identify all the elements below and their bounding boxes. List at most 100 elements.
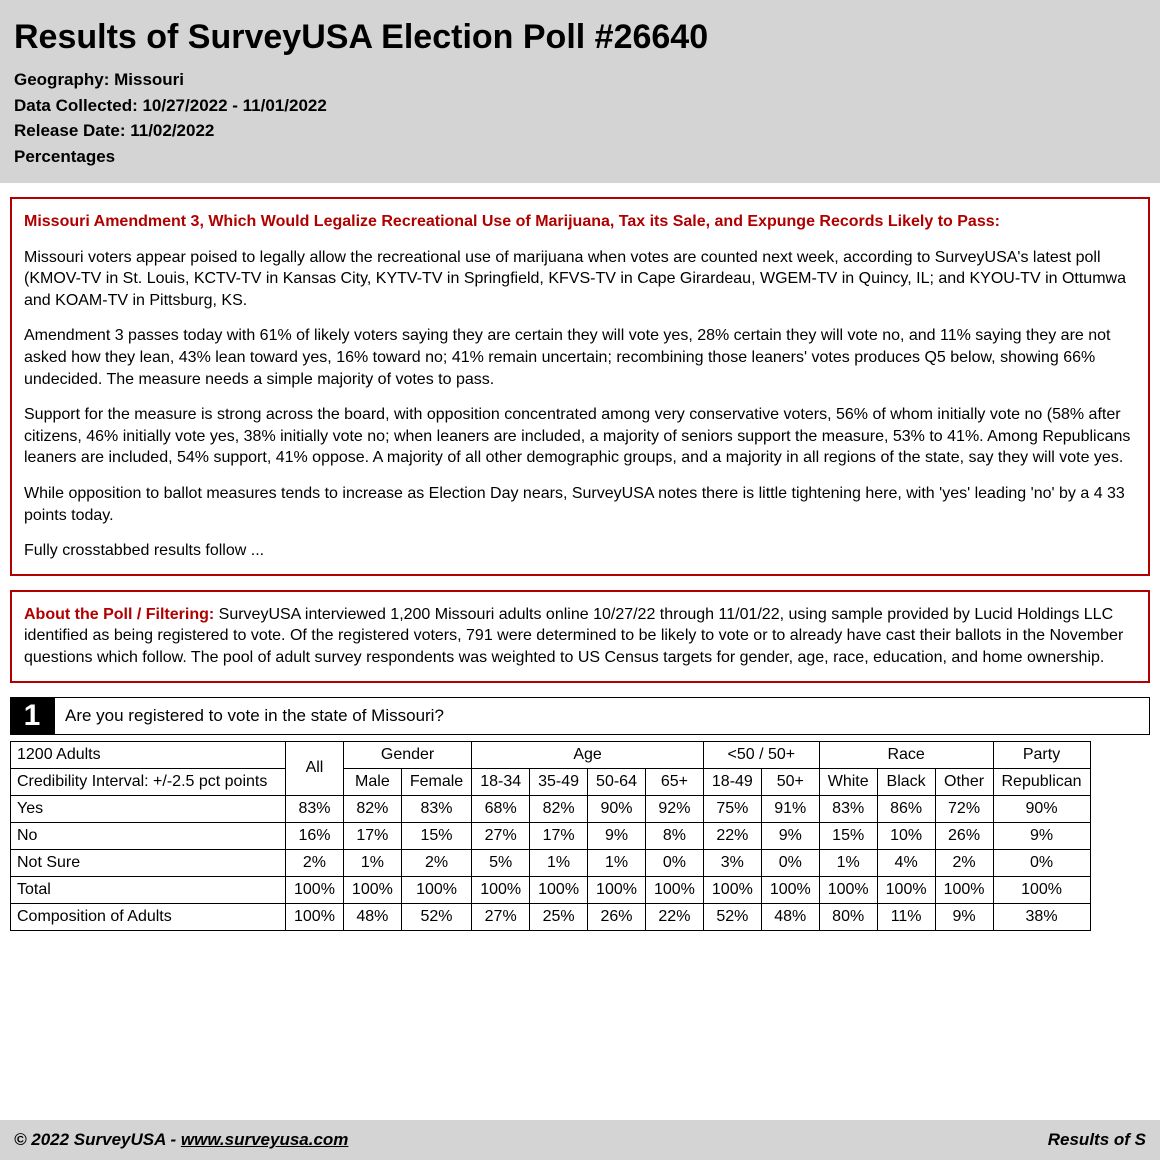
data-cell: 83% bbox=[286, 795, 344, 822]
footer-link[interactable]: www.surveyusa.com bbox=[181, 1130, 349, 1149]
page-footer: © 2022 SurveyUSA - www.surveyusa.com Res… bbox=[0, 1120, 1160, 1160]
data-cell: 52% bbox=[401, 903, 471, 930]
data-cell: 72% bbox=[935, 795, 993, 822]
table-row: No16%17%15%27%17%9%8%22%9%15%10%26%9% bbox=[11, 822, 1091, 849]
data-cell: 9% bbox=[935, 903, 993, 930]
question-number: 1 bbox=[10, 697, 54, 735]
row-label: Total bbox=[11, 876, 286, 903]
subcol: Male bbox=[343, 768, 401, 795]
row-label: No bbox=[11, 822, 286, 849]
subcol: 50-64 bbox=[588, 768, 646, 795]
summary-p4: While opposition to ballot measures tend… bbox=[24, 483, 1136, 526]
page-title: Results of SurveyUSA Election Poll #2664… bbox=[14, 18, 1146, 57]
table-row: Yes83%82%83%68%82%90%92%75%91%83%86%72%9… bbox=[11, 795, 1091, 822]
meta-release-date: Release Date: 11/02/2022 bbox=[14, 118, 1146, 144]
meta-credibility: Credibility Interval: +/-2.5 pct points bbox=[11, 768, 286, 795]
data-cell: 1% bbox=[588, 849, 646, 876]
page-header: Results of SurveyUSA Election Poll #2664… bbox=[0, 0, 1160, 183]
data-cell: 100% bbox=[286, 903, 344, 930]
subcol: 65+ bbox=[645, 768, 703, 795]
data-cell: 3% bbox=[703, 849, 761, 876]
data-cell: 100% bbox=[993, 876, 1090, 903]
data-cell: 38% bbox=[993, 903, 1090, 930]
crosstab-table: 1200 Adults All Gender Age <50 / 50+ Rac… bbox=[10, 741, 1091, 931]
data-cell: 100% bbox=[877, 876, 935, 903]
data-cell: 100% bbox=[588, 876, 646, 903]
table-header-row-2: Credibility Interval: +/-2.5 pct points … bbox=[11, 768, 1091, 795]
data-cell: 100% bbox=[401, 876, 471, 903]
subcol: Other bbox=[935, 768, 993, 795]
colgroup-race: Race bbox=[819, 741, 993, 768]
data-cell: 9% bbox=[761, 822, 819, 849]
data-cell: 11% bbox=[877, 903, 935, 930]
colgroup-gender: Gender bbox=[343, 741, 471, 768]
data-cell: 100% bbox=[343, 876, 401, 903]
data-cell: 17% bbox=[343, 822, 401, 849]
data-cell: 48% bbox=[761, 903, 819, 930]
data-cell: 100% bbox=[703, 876, 761, 903]
data-cell: 100% bbox=[472, 876, 530, 903]
data-cell: 27% bbox=[472, 903, 530, 930]
data-cell: 52% bbox=[703, 903, 761, 930]
about-label: About the Poll / Filtering: bbox=[24, 606, 219, 623]
data-cell: 22% bbox=[703, 822, 761, 849]
data-cell: 2% bbox=[401, 849, 471, 876]
subcol: 18-49 bbox=[703, 768, 761, 795]
data-cell: 15% bbox=[401, 822, 471, 849]
row-label: Composition of Adults bbox=[11, 903, 286, 930]
table-row: Not Sure2%1%2%5%1%1%0%3%0%1%4%2%0% bbox=[11, 849, 1091, 876]
data-cell: 1% bbox=[343, 849, 401, 876]
data-cell: 0% bbox=[645, 849, 703, 876]
data-cell: 86% bbox=[877, 795, 935, 822]
data-cell: 92% bbox=[645, 795, 703, 822]
subcol: Republican bbox=[993, 768, 1090, 795]
data-cell: 82% bbox=[343, 795, 401, 822]
data-cell: 26% bbox=[588, 903, 646, 930]
data-cell: 100% bbox=[645, 876, 703, 903]
question-header: 1 Are you registered to vote in the stat… bbox=[10, 697, 1150, 735]
data-cell: 8% bbox=[645, 822, 703, 849]
subcol: 50+ bbox=[761, 768, 819, 795]
data-cell: 5% bbox=[472, 849, 530, 876]
data-cell: 15% bbox=[819, 822, 877, 849]
subcol: 18-34 bbox=[472, 768, 530, 795]
data-cell: 25% bbox=[530, 903, 588, 930]
data-cell: 1% bbox=[819, 849, 877, 876]
subcol: White bbox=[819, 768, 877, 795]
data-cell: 0% bbox=[761, 849, 819, 876]
row-label: Not Sure bbox=[11, 849, 286, 876]
data-cell: 100% bbox=[761, 876, 819, 903]
data-cell: 83% bbox=[819, 795, 877, 822]
summary-p5: Fully crosstabbed results follow ... bbox=[24, 540, 1136, 562]
data-cell: 80% bbox=[819, 903, 877, 930]
footer-left: © 2022 SurveyUSA - www.surveyusa.com bbox=[14, 1130, 348, 1150]
data-cell: 83% bbox=[401, 795, 471, 822]
data-cell: 91% bbox=[761, 795, 819, 822]
data-cell: 48% bbox=[343, 903, 401, 930]
table-row: Total100%100%100%100%100%100%100%100%100… bbox=[11, 876, 1091, 903]
data-cell: 16% bbox=[286, 822, 344, 849]
data-cell: 2% bbox=[935, 849, 993, 876]
meta-data-collected: Data Collected: 10/27/2022 - 11/01/2022 bbox=[14, 93, 1146, 119]
subcol: Female bbox=[401, 768, 471, 795]
table-row: Composition of Adults100%48%52%27%25%26%… bbox=[11, 903, 1091, 930]
summary-p3: Support for the measure is strong across… bbox=[24, 404, 1136, 469]
data-cell: 22% bbox=[645, 903, 703, 930]
data-cell: 90% bbox=[993, 795, 1090, 822]
about-box: About the Poll / Filtering: SurveyUSA in… bbox=[10, 590, 1150, 683]
meta-geography: Geography: Missouri bbox=[14, 67, 1146, 93]
data-cell: 10% bbox=[877, 822, 935, 849]
data-cell: 17% bbox=[530, 822, 588, 849]
colgroup-age: Age bbox=[472, 741, 704, 768]
summary-p2: Amendment 3 passes today with 61% of lik… bbox=[24, 325, 1136, 390]
subcol: 35-49 bbox=[530, 768, 588, 795]
question-text: Are you registered to vote in the state … bbox=[54, 697, 1150, 735]
colgroup-agesplit: <50 / 50+ bbox=[703, 741, 819, 768]
footer-right: Results of S bbox=[1048, 1130, 1146, 1150]
data-cell: 9% bbox=[588, 822, 646, 849]
data-cell: 90% bbox=[588, 795, 646, 822]
summary-box: Missouri Amendment 3, Which Would Legali… bbox=[10, 197, 1150, 576]
data-cell: 9% bbox=[993, 822, 1090, 849]
data-cell: 100% bbox=[530, 876, 588, 903]
col-all: All bbox=[286, 741, 344, 795]
